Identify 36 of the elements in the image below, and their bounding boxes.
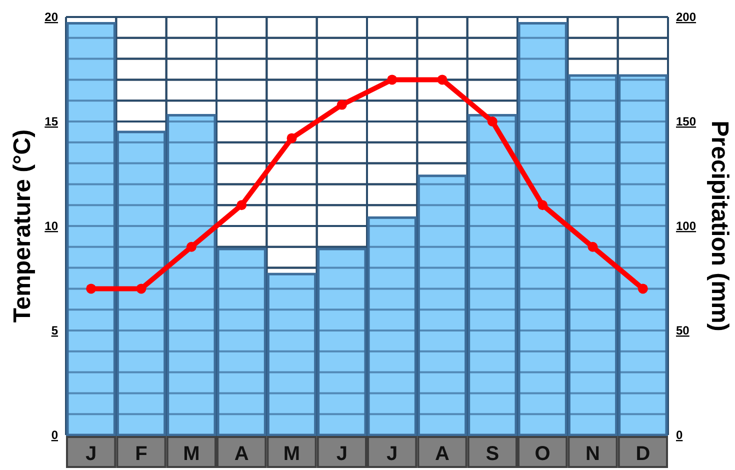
x-tick-label: J bbox=[386, 443, 398, 465]
point bbox=[387, 74, 398, 85]
y2-tick-label: 150 bbox=[676, 114, 696, 128]
point bbox=[186, 242, 196, 252]
y-tick-label: 5 bbox=[51, 324, 58, 338]
x-tick-label: J bbox=[336, 443, 348, 465]
x-tick-label: J bbox=[86, 443, 97, 465]
point bbox=[86, 284, 96, 294]
point bbox=[588, 242, 598, 252]
point bbox=[538, 200, 548, 210]
y-tick-label: 0 bbox=[51, 428, 58, 442]
y-tick-label: 20 bbox=[44, 10, 58, 24]
y2-tick-label: 100 bbox=[676, 219, 696, 233]
point bbox=[336, 100, 347, 110]
x-tick-label: A bbox=[435, 443, 450, 465]
y-tick-label: 10 bbox=[44, 219, 58, 233]
point bbox=[286, 133, 297, 144]
x-tick-label: A bbox=[234, 443, 249, 465]
x-tick-label: F bbox=[135, 443, 148, 465]
x-tick-label: M bbox=[183, 443, 200, 465]
y2-tick-label: 200 bbox=[676, 10, 696, 24]
y2-tick-label: 0 bbox=[676, 428, 683, 442]
x-tick-label: D bbox=[636, 443, 650, 465]
point bbox=[487, 116, 498, 126]
point bbox=[638, 284, 648, 294]
y2-tick-label: 50 bbox=[676, 324, 690, 338]
y-axis-title: Temperature (°C) bbox=[9, 129, 36, 323]
x-tick-label: M bbox=[283, 443, 300, 465]
point bbox=[136, 284, 146, 294]
x-tick-label: S bbox=[486, 443, 500, 465]
y2-axis-title: Precipitation (mm) bbox=[706, 120, 733, 332]
x-tick-label: N bbox=[586, 443, 600, 465]
x-tick-label: O bbox=[534, 443, 550, 465]
point bbox=[236, 200, 247, 210]
point bbox=[437, 74, 448, 85]
y-tick-label: 15 bbox=[44, 114, 58, 128]
